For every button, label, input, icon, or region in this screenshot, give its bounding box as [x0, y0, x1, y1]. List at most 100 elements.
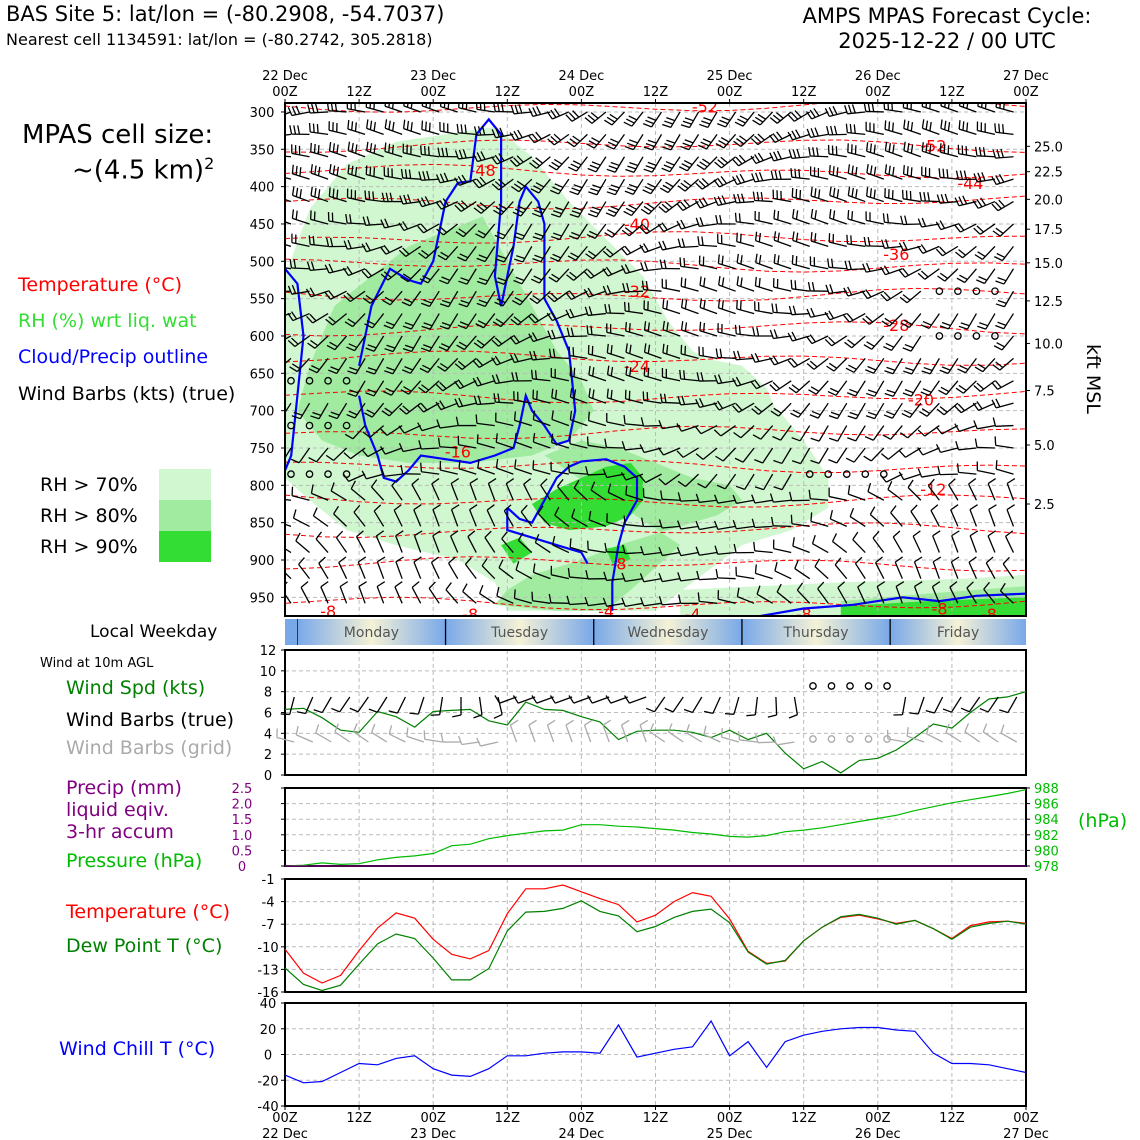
wind-barb-staff: [977, 178, 996, 183]
wind-barb: [883, 402, 903, 419]
wind-barb-feather: [426, 170, 430, 180]
wind-barb: [958, 120, 977, 135]
wind-barb-staff: [928, 380, 940, 396]
wind-barb-staff: [866, 130, 884, 135]
wind-barb-feather: [808, 389, 817, 395]
wind-barb-feather: [523, 478, 532, 485]
wind-barb-staff: [625, 268, 644, 275]
wind-barb-10m: [683, 696, 703, 714]
wind-barb-staff: [773, 156, 792, 162]
wind-barb-feather: [431, 478, 440, 485]
wind-barb-feather: [713, 429, 722, 437]
wind-barb-staff: [450, 509, 459, 527]
wind-barb-feather: [462, 583, 468, 592]
wind-barb-staff: [865, 110, 884, 113]
wind-barb: [794, 560, 811, 580]
wind-barb-staff: [294, 335, 310, 348]
wind-barb-feather: [733, 350, 737, 360]
wind-barb-feather: [865, 392, 875, 397]
wind-barb-feather: [814, 127, 819, 137]
wind-barb-feather: [388, 710, 398, 714]
wind-barb-feather: [550, 256, 559, 262]
wind-barb-staff: [614, 178, 626, 196]
wind-barb-staff: [358, 586, 366, 604]
wind-barb-feather: [591, 137, 600, 143]
wind-barb: [454, 174, 477, 186]
wind-barb: [346, 335, 366, 352]
wind-barb-staff: [943, 402, 959, 416]
cloud-outline: [358, 117, 577, 483]
wind-barb: [658, 240, 681, 251]
wind-barb: [528, 131, 551, 144]
wind-barb-feather: [640, 208, 650, 215]
wind-barb-feather: [365, 103, 368, 108]
wind-barb: [828, 402, 848, 420]
wind-barb: [285, 198, 292, 203]
wind-barb-staff: [662, 498, 681, 501]
wind-barb-feather: [773, 209, 776, 219]
wind-barb-staff: [831, 335, 848, 347]
wind-barb-feather: [495, 206, 505, 213]
cell-size-exponent: 2: [204, 154, 215, 173]
wind-barb: [328, 187, 347, 203]
wind-barb: [810, 447, 829, 465]
wind-barb-staff: [854, 563, 866, 580]
wind-barb-feather: [367, 388, 377, 394]
wind-barb-feather: [473, 207, 482, 214]
wind-barb-feather: [498, 178, 506, 186]
wind-barb-staff: [995, 468, 1014, 475]
wind-barb-feather: [516, 155, 524, 163]
wind-barb-feather: [703, 710, 714, 715]
wind-barb-staff: [812, 543, 829, 554]
wind-barb-staff: [458, 132, 477, 136]
wind-barb: [696, 570, 718, 581]
wind-barb: [754, 276, 773, 292]
wind-barb-feather: [385, 321, 395, 326]
wind-barb-staff: [680, 265, 699, 270]
wind-barb: [698, 346, 718, 360]
wind-barb-feather: [423, 299, 432, 304]
wind-barb-feather: [966, 581, 974, 589]
wind-barb-staff: [686, 156, 700, 172]
wind-barb-feather: [791, 112, 799, 120]
wind-barb-feather: [639, 597, 645, 607]
wind-barb-feather: [604, 542, 608, 552]
wind-barb: [391, 478, 403, 501]
wind-barb: [902, 380, 922, 397]
wind-barb: [381, 402, 403, 417]
calm-circle: [846, 682, 854, 690]
wind-barb-staff: [699, 330, 718, 337]
wind-barb-staff: [338, 562, 348, 579]
wind-barb-staff: [754, 357, 773, 363]
top-date-label: 23 Dec: [410, 69, 456, 84]
wind-barb: [913, 581, 923, 604]
wind-barb: [678, 156, 700, 172]
wind-barb-staff: [829, 111, 847, 118]
wind-barb-staff: [496, 441, 514, 449]
wind-barb-feather: [974, 146, 978, 156]
wind-barb: [347, 164, 366, 180]
wind-barb-feather: [550, 292, 558, 300]
wind-barb-feather: [898, 450, 906, 458]
wind-barb: [713, 400, 736, 411]
wind-barb: [992, 223, 1014, 237]
weekday-segment: [297, 619, 446, 645]
wind-barb-feather: [573, 184, 583, 189]
wind-barb-staff: [329, 195, 347, 203]
wind-barb-staff: [847, 131, 866, 136]
wind-barb-staff: [285, 177, 292, 180]
wind-barb-staff: [550, 602, 569, 604]
wind-barb: [344, 425, 366, 440]
wind-barb-staff: [459, 380, 477, 390]
wind-barb-grid: [703, 725, 721, 743]
wind-barb-staff: [742, 111, 755, 127]
wind-barb-feather: [880, 474, 887, 483]
wind-barb-feather: [551, 410, 554, 420]
wind-barb: [863, 335, 885, 350]
wind-barb-feather: [308, 368, 318, 374]
wind-barb-feather: [553, 210, 562, 215]
wind-barb-feather: [774, 562, 778, 572]
wind-barb-feather: [979, 322, 989, 327]
wind-barb-staff: [411, 587, 422, 604]
wind-barb-feather: [734, 212, 737, 222]
